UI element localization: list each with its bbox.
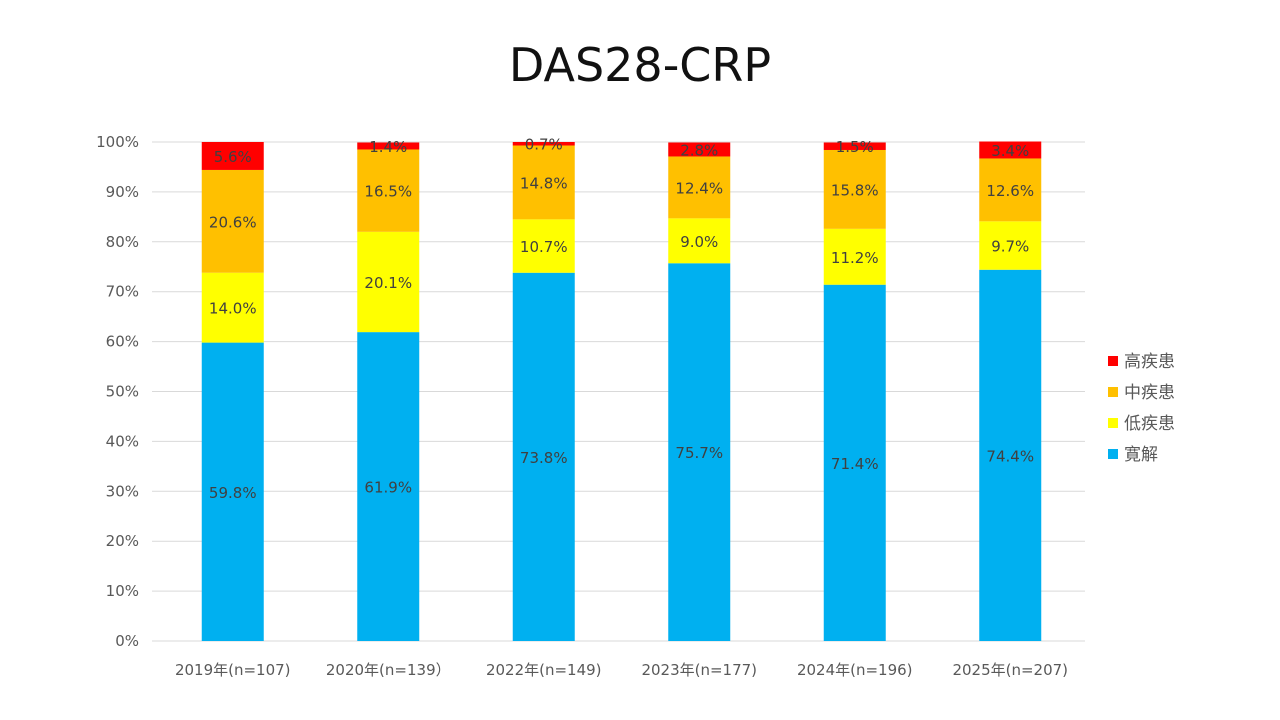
- data-label: 14.8%: [520, 174, 568, 192]
- legend-swatch: [1108, 387, 1118, 397]
- x-axis-ticks: 2019年(n=107) 2020年(n=139） 2022年(n=149) 2023…: [175, 661, 1068, 679]
- data-label: 3.4%: [991, 142, 1029, 160]
- bar-segment: [823, 149, 886, 229]
- x-tick-label: 2025年(n=207): [952, 661, 1068, 679]
- y-tick-label: 60%: [106, 333, 139, 351]
- bar-segment: [512, 145, 575, 220]
- legend-item: 低疾患: [1108, 414, 1175, 434]
- data-label: 12.6%: [986, 182, 1034, 200]
- data-label: 75.7%: [675, 444, 723, 462]
- data-label: 20.1%: [364, 274, 412, 292]
- data-label: 0.7%: [525, 136, 563, 154]
- legend-item: 中疾患: [1108, 383, 1175, 403]
- y-tick-label: 0%: [115, 632, 139, 650]
- y-tick-label: 40%: [106, 432, 139, 450]
- data-label: 11.2%: [831, 249, 879, 267]
- bar-segment: [979, 269, 1042, 641]
- legend-label: 低疾患: [1124, 414, 1175, 434]
- gridlines: [152, 141, 1085, 642]
- data-label: 59.8%: [209, 484, 257, 502]
- x-tick-label: 2020年(n=139）: [326, 661, 451, 679]
- data-label: 14.0%: [209, 300, 257, 318]
- data-label: 61.9%: [364, 479, 412, 497]
- x-tick-label: 2023年(n=177): [641, 661, 757, 679]
- bar-segment: [357, 231, 420, 333]
- x-tick-label: 2024年(n=196): [797, 661, 913, 679]
- bar-segment: [823, 228, 886, 285]
- bar-segment: [512, 219, 575, 273]
- bar-segment: [823, 142, 886, 150]
- bar-segment: [201, 142, 264, 170]
- bar-segment: [979, 158, 1042, 222]
- data-label: 9.0%: [680, 233, 718, 251]
- bar-segment: [201, 272, 264, 343]
- legend-swatch: [1108, 449, 1118, 459]
- data-label: 10.7%: [520, 238, 568, 256]
- data-label: 1.5%: [836, 138, 874, 156]
- y-tick-label: 10%: [106, 582, 139, 600]
- bar-segment: [201, 342, 264, 641]
- bars: [201, 141, 1042, 641]
- legend-item: 寛解: [1108, 445, 1158, 465]
- data-label: 71.4%: [831, 455, 879, 473]
- data-label: 9.7%: [991, 238, 1029, 256]
- data-label: 5.6%: [214, 148, 252, 166]
- x-tick-label: 2022年(n=149): [486, 661, 602, 679]
- legend-item: 高疾患: [1108, 352, 1175, 372]
- chart-title: DAS28-CRP: [508, 38, 772, 92]
- legend-swatch: [1108, 356, 1118, 366]
- legend-label: 高疾患: [1124, 352, 1175, 372]
- data-label: 20.6%: [209, 213, 257, 231]
- data-label: 15.8%: [831, 181, 879, 199]
- bar-segment: [979, 141, 1042, 159]
- bar-segment: [201, 169, 264, 273]
- data-label: 16.5%: [364, 183, 412, 201]
- bar-segment: [668, 218, 731, 264]
- legend-label: 中疾患: [1124, 383, 1175, 403]
- legend-swatch: [1108, 418, 1118, 428]
- y-tick-label: 20%: [106, 532, 139, 550]
- data-label: 12.4%: [675, 179, 723, 197]
- bar-segment: [512, 272, 575, 641]
- bar-segment: [668, 156, 731, 219]
- data-labels: 59.8% 14.0% 20.6% 5.6% 61.9% 20.1% 16.5% 1.4% 73…: [209, 136, 1034, 502]
- y-tick-label: 80%: [106, 233, 139, 251]
- legend-label: 寛解: [1124, 445, 1158, 465]
- y-tick-label: 100%: [96, 133, 139, 151]
- bar-segment: [357, 149, 420, 232]
- bar-segment: [512, 142, 575, 146]
- data-label: 74.4%: [986, 447, 1034, 465]
- data-label: 73.8%: [520, 449, 568, 467]
- bar-segment: [357, 332, 420, 641]
- data-label: 1.4%: [369, 138, 407, 156]
- y-tick-label: 30%: [106, 482, 139, 500]
- bar-segment: [979, 221, 1042, 270]
- bar-segment: [823, 284, 886, 641]
- y-tick-label: 50%: [106, 383, 139, 401]
- data-label: 2.8%: [680, 141, 718, 159]
- y-axis-ticks: 0% 10% 20% 30% 40% 50% 60% 70% 80% 90% 100%: [96, 133, 139, 650]
- y-tick-label: 90%: [106, 183, 139, 201]
- bar-segment: [668, 263, 731, 641]
- x-tick-label: 2019年(n=107): [175, 661, 291, 679]
- bar-segment: [357, 142, 420, 150]
- y-tick-label: 70%: [106, 283, 139, 301]
- bar-segment: [668, 142, 731, 157]
